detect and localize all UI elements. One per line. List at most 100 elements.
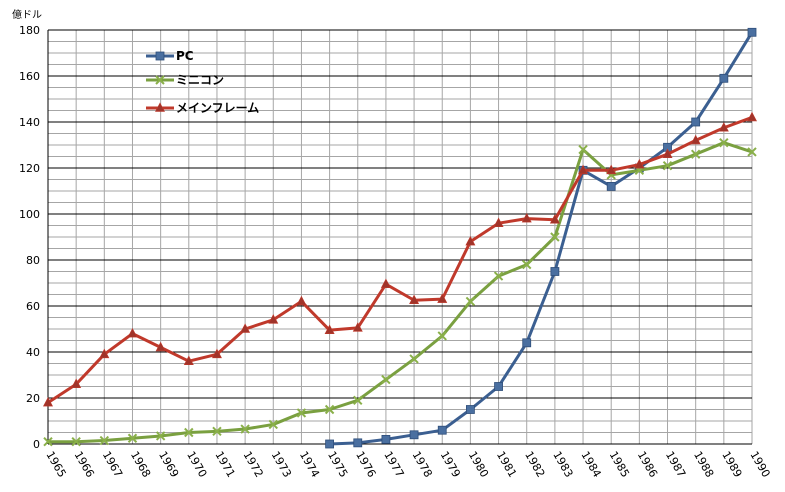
series-group [43, 27, 757, 449]
data-point [719, 137, 729, 148]
legend-item: ミニコン [146, 73, 224, 87]
data-point [71, 436, 81, 447]
series-square [325, 27, 757, 449]
data-point [155, 102, 165, 112]
x-tick-label: 1988 [691, 449, 716, 480]
data-point [550, 267, 560, 276]
y-tick-label: 0 [33, 438, 40, 451]
y-tick-label: 60 [26, 300, 40, 313]
data-point [691, 117, 701, 127]
data-point [409, 354, 419, 364]
data-point [747, 147, 757, 157]
x-tick-label: 1973 [269, 449, 294, 480]
data-point [437, 293, 448, 303]
y-tick-label: 100 [19, 208, 40, 221]
data-point [606, 164, 617, 175]
data-point [296, 295, 307, 306]
x-tick-label: 1987 [663, 449, 688, 480]
data-point [662, 148, 673, 158]
axes [47, 30, 752, 445]
data-point [662, 160, 673, 171]
data-point [522, 338, 532, 348]
data-point [493, 217, 504, 227]
y-tick-label: 140 [19, 116, 40, 129]
data-point [71, 378, 82, 389]
y-tick-label: 80 [26, 254, 40, 267]
legend-label: ミニコン [176, 73, 224, 87]
x-tick-label: 1985 [607, 449, 632, 480]
data-point [493, 271, 504, 281]
x-tick-label: 1981 [494, 449, 519, 480]
data-point [578, 144, 588, 155]
x-tick-label: 1976 [353, 449, 378, 480]
data-point [352, 322, 363, 332]
data-point [550, 232, 560, 242]
x-tick-label: 1965 [43, 449, 68, 480]
legend-item: メインフレーム [146, 101, 259, 115]
x-tick-label: 1971 [212, 449, 237, 480]
data-point [268, 419, 278, 430]
data-point [465, 235, 476, 246]
x-tick-label: 1980 [466, 449, 491, 480]
y-tick-label: 120 [19, 162, 40, 175]
data-point [127, 327, 138, 338]
x-tick-label: 1983 [550, 449, 575, 480]
series-x [43, 137, 757, 447]
data-point [43, 396, 53, 407]
data-point [521, 212, 532, 223]
data-point [437, 331, 447, 341]
x-tick-labels: 1965 1966 1967 1968 1969 1970 1971 1972 1973 1974… [43, 449, 772, 480]
series-line [329, 31, 754, 446]
data-point [127, 433, 138, 443]
data-point [718, 122, 729, 132]
series-triangle [43, 111, 757, 407]
data-point [747, 111, 757, 122]
y-tick-label: 20 [26, 392, 40, 405]
x-tick-label: 1977 [381, 449, 406, 480]
data-point [465, 405, 475, 414]
x-tick-label: 1969 [156, 449, 181, 480]
data-point [690, 149, 701, 159]
data-point [43, 436, 53, 447]
x-tick-label: 1968 [128, 449, 153, 480]
y-tick-label: 180 [19, 24, 40, 37]
data-point [409, 294, 420, 305]
x-tick-label: 1972 [241, 449, 266, 480]
data-point [99, 435, 110, 446]
x-tick-label: 1970 [184, 449, 209, 480]
series-line [48, 141, 753, 444]
x-tick-label: 1990 [747, 449, 772, 480]
data-point [409, 430, 419, 440]
data-point [155, 75, 165, 85]
y-tick-label: 160 [19, 70, 40, 83]
x-tick-label: 1984 [578, 449, 603, 480]
data-point [606, 181, 616, 191]
data-point [240, 323, 251, 333]
data-point [578, 164, 589, 175]
data-point [465, 296, 476, 307]
data-point [353, 395, 363, 406]
legend-label: メインフレーム [176, 101, 259, 115]
data-point [155, 341, 166, 352]
data-point [296, 408, 307, 418]
data-point [690, 134, 701, 145]
legend-item: PC [146, 49, 194, 63]
grid-lines [47, 29, 753, 445]
legend-label: PC [176, 49, 194, 63]
data-point [747, 27, 757, 37]
x-tick-label: 1974 [297, 449, 322, 480]
x-tick-label: 1967 [100, 449, 125, 480]
data-point [494, 382, 503, 391]
data-point [381, 374, 391, 385]
x-tick-label: 1989 [719, 449, 744, 480]
data-point [212, 426, 222, 437]
y-unit-label: 億ドル [12, 8, 42, 21]
data-point [353, 438, 363, 448]
data-point [437, 425, 447, 435]
x-tick-label: 1978 [409, 449, 434, 480]
data-point [549, 214, 560, 224]
data-point [522, 259, 532, 270]
data-point [155, 431, 166, 441]
data-point [325, 439, 335, 449]
